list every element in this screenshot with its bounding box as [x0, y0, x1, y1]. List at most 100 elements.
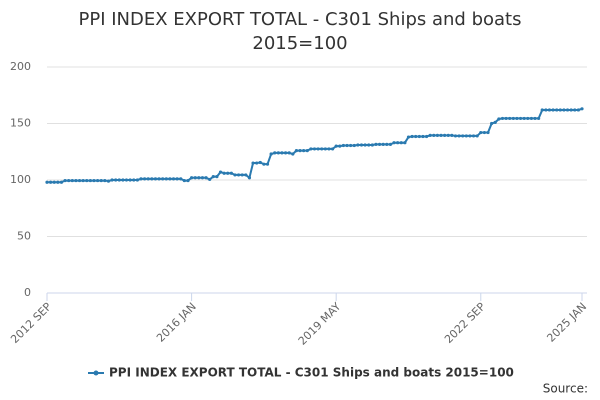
data-point — [244, 173, 248, 177]
data-point — [309, 147, 313, 151]
data-point — [392, 141, 396, 145]
data-point — [486, 130, 490, 135]
data-point — [565, 108, 570, 112]
data-point — [302, 149, 306, 153]
chart-title: PPI INDEX EXPORT TOTAL - C301 Ships and … — [78, 9, 522, 54]
data-point — [464, 134, 468, 138]
data-point — [92, 178, 96, 183]
data-point — [511, 116, 515, 121]
data-point — [200, 176, 205, 180]
data-point — [262, 162, 266, 166]
data-point — [508, 116, 512, 121]
data-point — [222, 171, 226, 175]
data-point — [168, 177, 172, 181]
data-point — [240, 173, 244, 177]
data-point — [197, 176, 201, 180]
data-point — [276, 151, 280, 155]
data-point — [475, 134, 479, 138]
data-point — [287, 151, 291, 155]
data-point — [218, 170, 223, 174]
data-point — [229, 171, 233, 175]
data-point — [45, 180, 49, 184]
data-point — [461, 134, 465, 138]
data-point — [85, 178, 89, 183]
data-point — [428, 133, 432, 137]
data-point — [522, 116, 526, 121]
data-point — [580, 107, 584, 111]
x-tick-label: 2019 MAY — [296, 300, 344, 348]
data-point — [421, 134, 425, 139]
data-point — [406, 135, 411, 139]
data-point — [99, 178, 103, 183]
data-point — [435, 133, 440, 137]
data-point — [500, 116, 505, 121]
data-point — [280, 151, 284, 155]
data-point — [114, 178, 118, 182]
data-point — [526, 116, 530, 121]
data-point — [551, 108, 555, 112]
data-point — [77, 178, 82, 183]
data-point — [294, 149, 299, 153]
data-point — [273, 151, 277, 155]
data-point — [377, 142, 382, 147]
data-point — [385, 142, 389, 147]
data-point — [370, 143, 374, 147]
data-point — [103, 178, 107, 183]
data-point — [88, 178, 92, 183]
data-point — [143, 177, 147, 181]
y-tick-label: 50 — [17, 230, 31, 243]
data-point — [356, 143, 360, 147]
data-point — [135, 178, 139, 182]
data-point — [479, 130, 483, 135]
data-point — [374, 142, 378, 147]
data-point — [298, 149, 302, 153]
data-point — [157, 177, 161, 181]
data-point — [533, 116, 537, 121]
data-point — [96, 178, 100, 183]
data-point — [182, 178, 186, 183]
data-point — [236, 173, 241, 177]
data-point — [381, 142, 385, 147]
data-point — [396, 141, 400, 145]
data-point — [52, 180, 56, 184]
data-point — [146, 177, 150, 181]
y-tick-label: 150 — [10, 117, 31, 130]
data-point — [555, 108, 559, 112]
data-point — [128, 178, 132, 182]
data-point — [468, 134, 472, 138]
data-point — [150, 177, 154, 181]
data-point — [352, 143, 356, 148]
data-point — [529, 116, 533, 121]
data-point — [399, 141, 403, 145]
data-point — [161, 177, 165, 181]
data-point — [547, 108, 552, 112]
data-point — [186, 178, 190, 183]
data-point — [49, 180, 53, 184]
data-point — [540, 108, 544, 112]
y-tick-label: 100 — [10, 173, 31, 186]
x-tick-label: 2012 SEP — [8, 300, 54, 346]
source: Source: — [543, 382, 588, 396]
data-point — [320, 147, 324, 151]
data-point — [334, 144, 338, 148]
data-point — [81, 178, 85, 183]
data-point — [338, 144, 342, 148]
data-point — [576, 108, 580, 112]
data-point — [189, 176, 194, 180]
data-point — [453, 134, 458, 138]
data-point — [497, 117, 501, 121]
data-point — [117, 178, 121, 182]
data-point — [493, 120, 497, 124]
data-point — [283, 151, 288, 155]
data-point — [363, 143, 367, 147]
data-point — [63, 178, 67, 183]
data-point — [59, 180, 64, 184]
data-point — [544, 108, 548, 112]
data-point — [291, 152, 295, 156]
data-point — [193, 176, 197, 180]
data-point — [269, 152, 273, 156]
data-point — [132, 178, 136, 182]
data-point — [341, 143, 346, 148]
